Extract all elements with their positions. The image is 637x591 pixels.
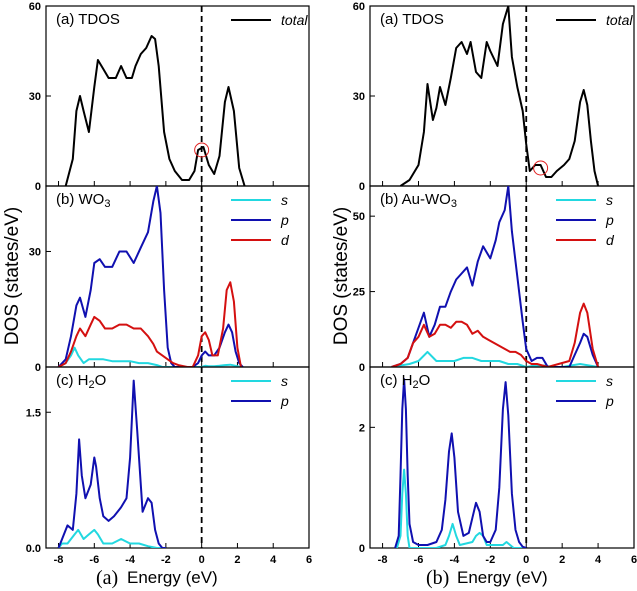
x-axis-label-b: Energy (eV): [457, 568, 548, 587]
series-line-d: [391, 302, 600, 367]
y-tick-label: 0: [35, 181, 41, 193]
panel-1-2: 0 2 -8 -6 -4 -2 0 2 4 6 (c) H2O sp: [359, 366, 637, 566]
panel-1-0: 0 30 60 (a) TDOS total: [353, 1, 635, 193]
legend-label-d: d: [281, 232, 290, 248]
legend-label-p: p: [280, 393, 289, 409]
series-line-d: [58, 281, 242, 367]
series-line-p: [394, 378, 527, 548]
x-tick-label: 0: [523, 554, 529, 566]
caption-a: (a): [96, 567, 118, 589]
y-tick-label: 0: [359, 362, 365, 374]
series-line-s: [57, 528, 166, 548]
x-tick-label: -2: [485, 554, 495, 566]
y-axis-label-left: DOS (states/eV): [2, 207, 23, 345]
y-tick-label: 60: [29, 1, 41, 13]
y-tick-label: 30: [353, 91, 365, 103]
series-line-s: [58, 346, 242, 367]
series-line-total: [64, 35, 246, 186]
x-tick-label: 0: [199, 554, 205, 566]
y-tick-label: 60: [353, 1, 365, 13]
highlight-circle: [194, 142, 210, 158]
x-tick-label: -8: [378, 554, 388, 566]
series-line-p: [57, 379, 166, 548]
panel-title: (a) TDOS: [56, 11, 120, 28]
x-tick-label: 6: [306, 554, 312, 566]
legend-label-d: d: [606, 232, 615, 248]
y-tick-label: 25: [353, 287, 365, 299]
legend-label-s: s: [281, 373, 288, 389]
legend-label-total: total: [606, 12, 633, 28]
panel-1-1: 0 25 50 (b) Au-WO3 spd: [353, 185, 635, 374]
legend-label-p: p: [605, 393, 614, 409]
x-tick-label: 4: [595, 554, 602, 566]
y-tick-label: 2: [359, 422, 365, 434]
legend-label-s: s: [606, 192, 613, 208]
panel-title: (a) TDOS: [380, 11, 444, 28]
x-tick-label: -6: [414, 554, 424, 566]
legend-label-total: total: [281, 12, 308, 28]
panel-title: (c) H2O: [380, 372, 430, 391]
y-tick-label: 50: [353, 211, 365, 223]
panel-0-2: 0.0 1.5 -8 -6 -4 -2 0 2 4 6 (c) H2O sp: [26, 366, 312, 566]
y-tick-label: 30: [29, 91, 41, 103]
panel-frame: [369, 366, 635, 549]
panel-0-0: 0 30 60 (a) TDOS total: [29, 1, 310, 193]
y-tick-label: 0: [359, 543, 365, 555]
legend-label-s: s: [606, 373, 613, 389]
x-tick-label: 6: [631, 554, 637, 566]
x-tick-label: 4: [270, 554, 277, 566]
panel-0-1: 0 30 (b) WO3 spd: [29, 185, 310, 374]
highlight-circle: [533, 160, 549, 176]
panel-title: (b) WO3: [56, 191, 110, 210]
x-tick-label: -4: [125, 554, 136, 566]
series-line-p: [391, 186, 600, 367]
x-tick-label: -6: [89, 554, 99, 566]
y-tick-label: 30: [29, 246, 41, 258]
x-tick-label: -4: [450, 554, 461, 566]
y-axis-label-right: DOS (states/eV): [331, 207, 352, 345]
panel-title: (b) Au-WO3: [380, 191, 457, 210]
y-tick-label: 0.0: [26, 543, 41, 555]
y-tick-label: 1.5: [26, 407, 41, 419]
x-tick-label: -8: [54, 554, 64, 566]
series-line-s: [391, 350, 599, 367]
x-tick-label: 2: [559, 554, 565, 566]
legend-label-p: p: [280, 212, 289, 228]
caption-b: (b): [426, 567, 449, 589]
y-tick-label: 0: [359, 181, 365, 193]
y-tick-label: 0: [35, 362, 41, 374]
legend-label-p: p: [605, 212, 614, 228]
panel-title: (c) H2O: [56, 372, 106, 391]
x-tick-label: -2: [161, 554, 171, 566]
series-line-s: [395, 468, 527, 548]
series-line-total: [399, 6, 600, 186]
panel-frame: [45, 366, 310, 549]
panel-frame: [45, 5, 310, 187]
x-axis-label-a: Energy (eV): [127, 568, 218, 587]
panel-frame: [45, 185, 310, 368]
legend-label-s: s: [281, 192, 288, 208]
panel-frame: [369, 185, 635, 368]
x-tick-label: 2: [234, 554, 240, 566]
